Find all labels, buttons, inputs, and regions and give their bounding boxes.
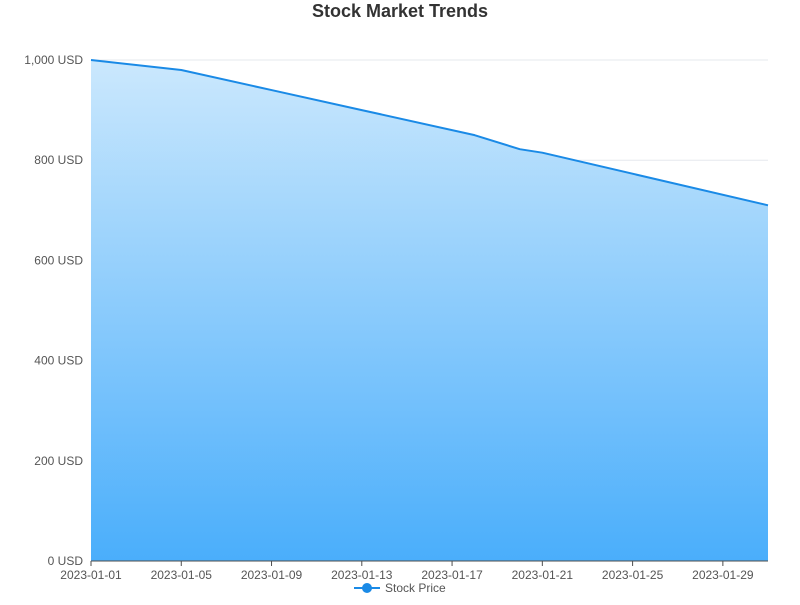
x-tick-label: 2023-01-25	[602, 568, 664, 582]
x-tick-label: 2023-01-01	[60, 568, 122, 582]
y-tick-label: 0 USD	[48, 554, 84, 568]
x-tick-label: 2023-01-09	[241, 568, 303, 582]
legend-dot-marker	[362, 583, 372, 593]
x-tick-label: 2023-01-13	[331, 568, 393, 582]
x-tick-label: 2023-01-05	[151, 568, 213, 582]
y-tick-label: 1,000 USD	[24, 53, 83, 67]
series-line	[90, 59, 769, 207]
y-tick-label: 800 USD	[34, 153, 83, 167]
chart-title: Stock Market Trends	[311, 1, 489, 21]
series-area	[91, 60, 768, 561]
y-tick-label: 400 USD	[34, 354, 83, 368]
y-tick-label: 200 USD	[34, 454, 83, 468]
x-tick-label: 2023-01-29	[692, 568, 754, 582]
y-tick-label: 600 USD	[34, 253, 83, 267]
x-tick-label: 2023-01-21	[512, 568, 574, 582]
legend-label: Stock Price	[385, 581, 446, 595]
x-tick-label: 2023-01-17	[421, 568, 483, 582]
